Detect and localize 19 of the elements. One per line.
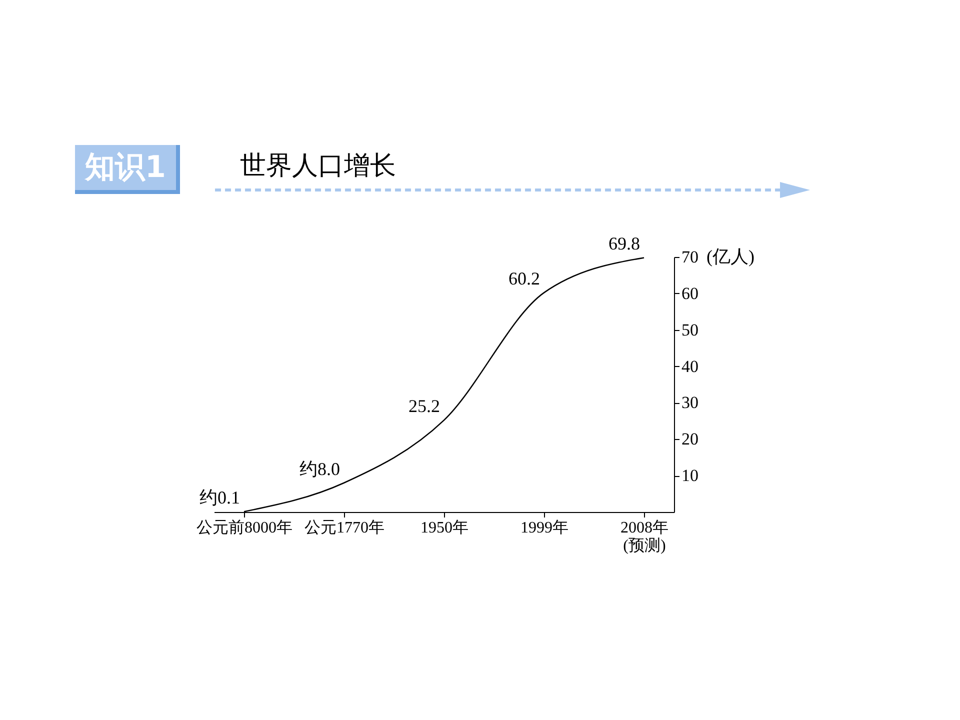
data-label: 69.8 bbox=[608, 234, 640, 254]
y-tick-label: 20 bbox=[682, 430, 698, 449]
y-tick-label: 50 bbox=[682, 320, 698, 340]
y-tick-label: 30 bbox=[682, 393, 698, 412]
x-tick-label: 公元前8000年 bbox=[196, 518, 292, 536]
data-label: 25.2 bbox=[408, 396, 440, 416]
x-tick-label: 2008年 (预测) bbox=[620, 520, 668, 554]
x-tick-label: 1950年 bbox=[420, 520, 468, 536]
data-label: 约0.1 bbox=[200, 488, 240, 508]
data-label: 60.2 bbox=[508, 268, 540, 289]
y-tick-label: 70 bbox=[682, 248, 698, 266]
y-tick-label: 60 bbox=[682, 284, 698, 303]
x-tick-label: 1999年 bbox=[520, 520, 568, 536]
y-tick-label: 10 bbox=[682, 466, 698, 486]
y-axis-title: (亿人) bbox=[706, 246, 754, 266]
x-tick-label: 公元1770年 bbox=[304, 520, 384, 536]
chart-title: 世界人口增长 bbox=[240, 150, 396, 183]
data-label: 约8.0 bbox=[300, 458, 340, 479]
y-tick-label: 40 bbox=[682, 356, 698, 376]
